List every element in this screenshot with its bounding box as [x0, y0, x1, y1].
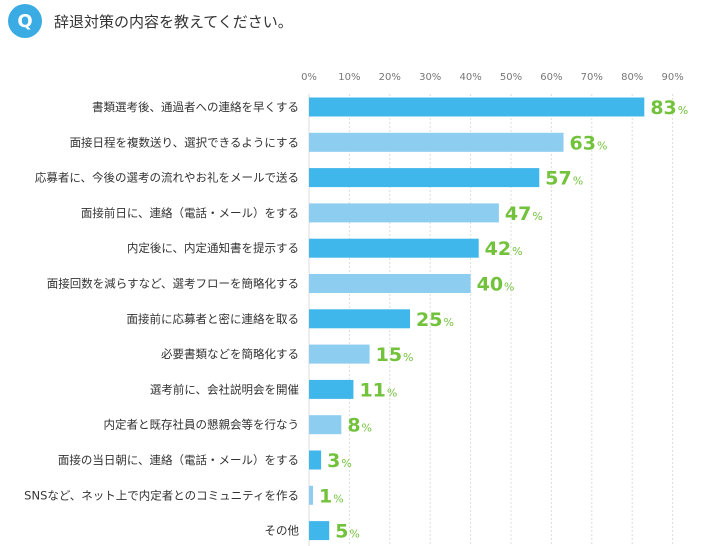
value-number: 15	[376, 344, 402, 366]
value-label: 57%	[545, 168, 583, 190]
bar	[309, 485, 314, 505]
value-number: 25	[416, 309, 442, 331]
value-label: 3%	[327, 450, 352, 472]
tick-label: 40%	[459, 72, 481, 83]
value-number: 5	[335, 521, 348, 543]
value-number: 57	[545, 168, 571, 190]
value-label: 42%	[485, 238, 523, 260]
category-label: 内定者と既存社員の懇親会等を行なう	[104, 418, 300, 432]
tick-label: 0%	[301, 72, 317, 83]
bar	[309, 274, 471, 293]
value-unit: %	[333, 492, 343, 505]
value-number: 1	[319, 485, 332, 507]
value-label: 5%	[335, 521, 360, 543]
tick-label: 30%	[419, 72, 441, 83]
bar	[309, 203, 499, 223]
x-axis-ticks: 0% 10% 20% 30% 40% 50% 60% 70% 80% 90%	[301, 72, 684, 83]
bar	[309, 379, 354, 399]
tick-label: 10%	[338, 72, 360, 83]
category-label: 内定後に、内定通知書を提示する	[127, 241, 299, 255]
value-label: 8%	[347, 415, 372, 437]
value-label: 83%	[650, 97, 688, 119]
category-label: 書類選考後、通過者への連絡を早くする	[92, 100, 299, 114]
value-unit: %	[341, 457, 351, 470]
value-unit: %	[504, 281, 514, 294]
value-label: 40%	[477, 274, 515, 296]
value-label: 25%	[416, 309, 454, 331]
bar	[309, 521, 330, 541]
value-unit: %	[387, 386, 397, 399]
tick-label: 50%	[500, 72, 522, 83]
category-label: 面接の当日朝に、連絡（電話・メール）をする	[58, 453, 299, 467]
category-label: その他	[265, 524, 300, 538]
bar	[309, 344, 370, 364]
value-number: 63	[570, 132, 596, 154]
value-labels: 83%63%57%47%42%40%25%15%11%8%3%1%5%	[319, 97, 688, 543]
value-label: 63%	[570, 132, 608, 154]
value-number: 83	[650, 97, 676, 119]
bar	[309, 450, 322, 470]
bar	[309, 168, 540, 188]
category-label: 面接回数を減らすなど、選考フローを簡略化する	[47, 277, 299, 291]
bar	[309, 97, 645, 117]
bar	[309, 415, 342, 435]
value-unit: %	[573, 175, 583, 188]
category-label: 面接前に応募者と密に連絡を取る	[127, 312, 300, 326]
tick-label: 20%	[379, 72, 401, 83]
value-number: 8	[347, 415, 360, 437]
category-label: 面接日程を複数送り、選択できるようにする	[70, 135, 299, 149]
bar	[309, 132, 564, 152]
gridlines	[308, 94, 674, 546]
bar	[309, 309, 410, 329]
value-label: 11%	[359, 379, 397, 401]
value-unit: %	[678, 104, 688, 117]
value-label: 1%	[319, 485, 344, 507]
value-unit: %	[362, 422, 372, 435]
question-title: 辞退対策の内容を教えてください。	[54, 13, 293, 31]
value-label: 15%	[376, 344, 414, 366]
tick-label: 90%	[661, 72, 683, 83]
category-label: 必要書類などを簡略化する	[161, 347, 299, 361]
question-badge: Q	[8, 4, 42, 38]
value-number: 47	[505, 203, 531, 225]
value-unit: %	[403, 351, 413, 364]
value-unit: %	[597, 139, 607, 152]
value-unit: %	[512, 245, 522, 258]
value-number: 40	[477, 274, 503, 296]
bars	[309, 97, 645, 541]
tick-label: 60%	[540, 72, 562, 83]
value-unit: %	[443, 316, 453, 329]
category-label: 選考前に、会社説明会を開催	[150, 382, 300, 396]
value-unit: %	[532, 210, 542, 223]
value-label: 47%	[505, 203, 543, 225]
category-label: 応募者に、今後の選考の流れやお礼をメールで送る	[35, 171, 299, 185]
value-unit: %	[349, 528, 359, 541]
value-number: 3	[327, 450, 340, 472]
category-label: 面接前日に、連絡（電話・メール）をする	[81, 206, 299, 220]
bar	[309, 238, 479, 258]
tick-label: 70%	[581, 72, 603, 83]
category-label: SNSなど、ネット上で内定者とのコミュニティを作る	[24, 488, 299, 502]
tick-label: 80%	[621, 72, 643, 83]
value-number: 42	[485, 238, 511, 260]
category-labels: 書類選考後、通過者への連絡を早くする面接日程を複数送り、選択できるようにする応募…	[24, 100, 299, 538]
value-number: 11	[359, 379, 385, 401]
